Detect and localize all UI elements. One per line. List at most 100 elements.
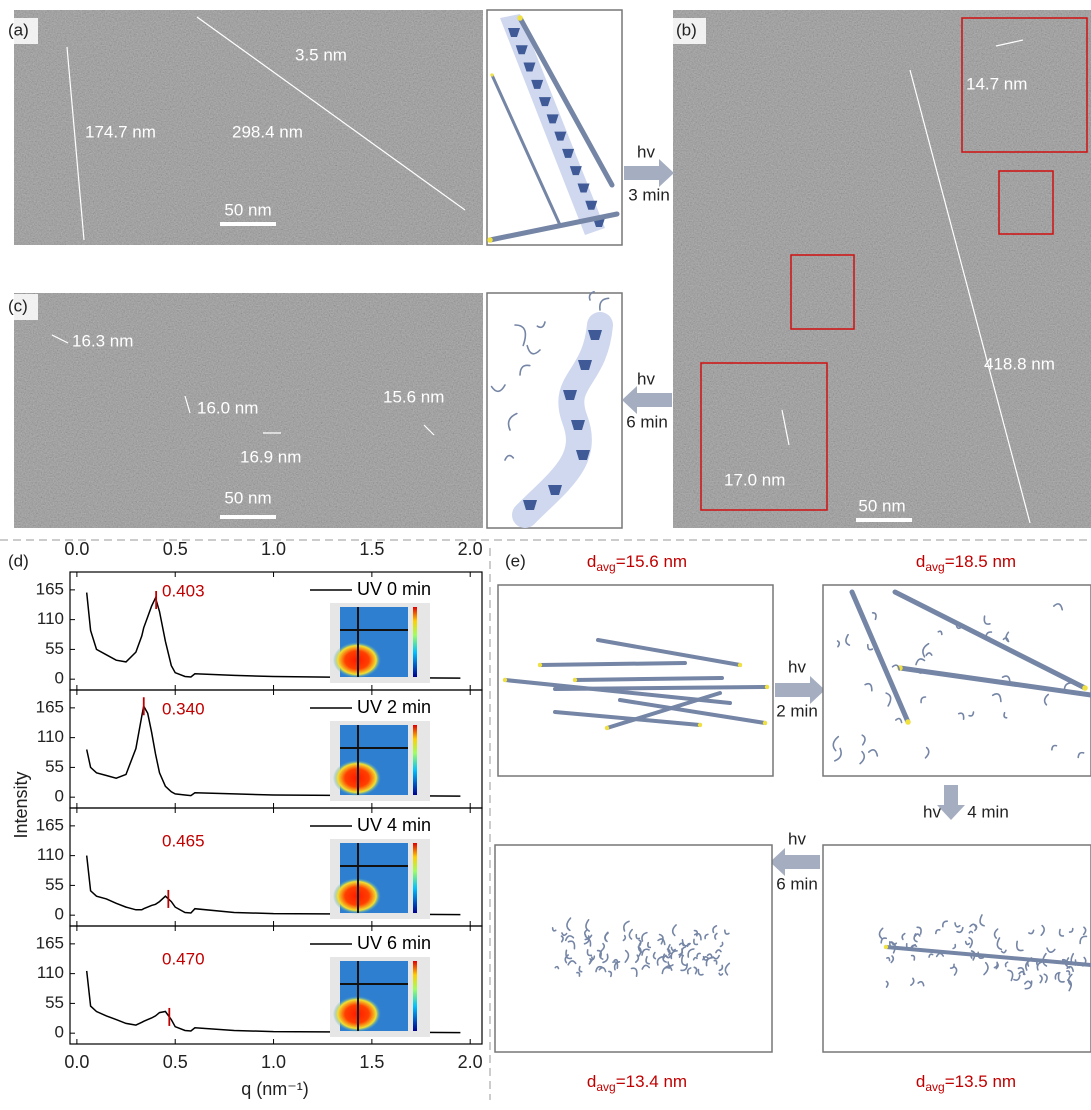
fragment <box>1043 693 1050 706</box>
fragment <box>1063 681 1073 693</box>
label-bg <box>2 294 38 320</box>
value: =13.4 nm <box>616 1072 687 1091</box>
fragment <box>910 977 915 987</box>
y-tick-label: 55 <box>45 993 64 1012</box>
rod <box>892 589 1088 691</box>
measure-line <box>781 409 790 446</box>
fragment <box>638 939 642 947</box>
hv-arrow <box>622 386 672 414</box>
fragment <box>955 623 962 630</box>
fragment <box>833 747 842 762</box>
fragment <box>1013 974 1021 981</box>
fragment <box>696 952 701 958</box>
x-tick-label: 0.0 <box>64 539 89 559</box>
fragment <box>724 929 730 935</box>
fragment <box>880 937 888 944</box>
fragment <box>604 931 609 943</box>
fragment <box>979 914 985 927</box>
fragment <box>917 980 925 987</box>
fragment <box>968 711 975 717</box>
fragment <box>686 967 692 975</box>
fragment <box>637 946 642 958</box>
fragment <box>885 980 889 988</box>
fragment <box>867 643 874 651</box>
fragment <box>712 925 718 934</box>
fragment <box>635 933 641 940</box>
fragment <box>647 941 652 949</box>
unit <box>538 97 551 107</box>
fragment <box>890 955 895 964</box>
rod-end <box>905 719 911 725</box>
fragment <box>913 933 918 943</box>
fragment <box>1007 969 1014 982</box>
fragment <box>1043 973 1048 984</box>
arrow-label: 3 min <box>628 185 670 204</box>
rod <box>490 73 562 227</box>
measurement: 16.3 nm <box>72 331 133 350</box>
curve <box>85 970 461 1034</box>
measurement: 17.0 nm <box>724 470 785 489</box>
fragment <box>584 938 592 947</box>
y-tick-label: 0 <box>55 1023 64 1042</box>
y-tick-label: 110 <box>37 845 64 864</box>
fragment <box>954 922 961 928</box>
state-box <box>822 584 1091 777</box>
measurement: 15.6 nm <box>383 387 444 406</box>
peak-label: 0.403 <box>162 581 205 600</box>
scale-label: 50 nm <box>224 488 271 507</box>
fragment <box>519 364 531 376</box>
fragment <box>953 966 958 976</box>
x-tick-label: 1.0 <box>261 539 286 559</box>
arrow-label: hv <box>788 829 806 848</box>
symbol: d <box>587 1072 596 1091</box>
fragment <box>845 633 851 646</box>
fragment <box>956 926 964 934</box>
fragment <box>598 966 607 973</box>
fragment <box>1018 970 1026 976</box>
d-avg-label: davg=15.6 nm <box>587 552 687 574</box>
fragment <box>859 750 866 765</box>
fragment <box>1077 751 1085 759</box>
measurement: 174.7 nm <box>85 122 156 141</box>
zoom-box <box>790 254 855 330</box>
measure-line <box>423 424 435 436</box>
fragment <box>968 930 974 934</box>
rod <box>503 678 732 705</box>
tem-texture <box>673 10 1091 528</box>
fragment <box>663 965 673 971</box>
fragment <box>601 942 606 951</box>
fragment <box>996 937 1003 951</box>
fragment <box>1002 637 1010 643</box>
fragment <box>1004 961 1009 968</box>
fragment <box>915 658 926 666</box>
fragment <box>1023 980 1032 985</box>
fragment <box>662 955 669 960</box>
curve <box>85 855 461 916</box>
legend-label: UV 2 min <box>357 697 431 717</box>
d-avg-label: davg=13.5 nm <box>916 1072 1016 1094</box>
y-tick-label: 110 <box>37 963 64 982</box>
fragment <box>910 954 916 961</box>
fragment <box>916 926 922 935</box>
rod-end <box>572 677 578 683</box>
fragment <box>624 949 630 963</box>
fragment <box>564 935 575 942</box>
hv-arrow <box>624 159 674 187</box>
fragment <box>584 934 593 939</box>
arrow-label: 4 min <box>967 802 1009 821</box>
scale-label: 50 nm <box>858 496 905 515</box>
fragment <box>942 920 949 928</box>
measurement: 3.5 nm <box>295 45 347 64</box>
fragment <box>697 968 704 976</box>
y-tick-label: 0 <box>55 787 64 806</box>
rod-end <box>1082 685 1088 691</box>
symbol: d <box>916 552 925 571</box>
unit <box>515 45 528 55</box>
panel-label: (e) <box>505 551 526 570</box>
unit <box>577 183 590 193</box>
fragment <box>715 949 722 954</box>
state-box <box>494 844 773 1053</box>
subscript: avg <box>925 560 944 574</box>
measure-line <box>909 69 1031 524</box>
fragment <box>583 935 590 945</box>
